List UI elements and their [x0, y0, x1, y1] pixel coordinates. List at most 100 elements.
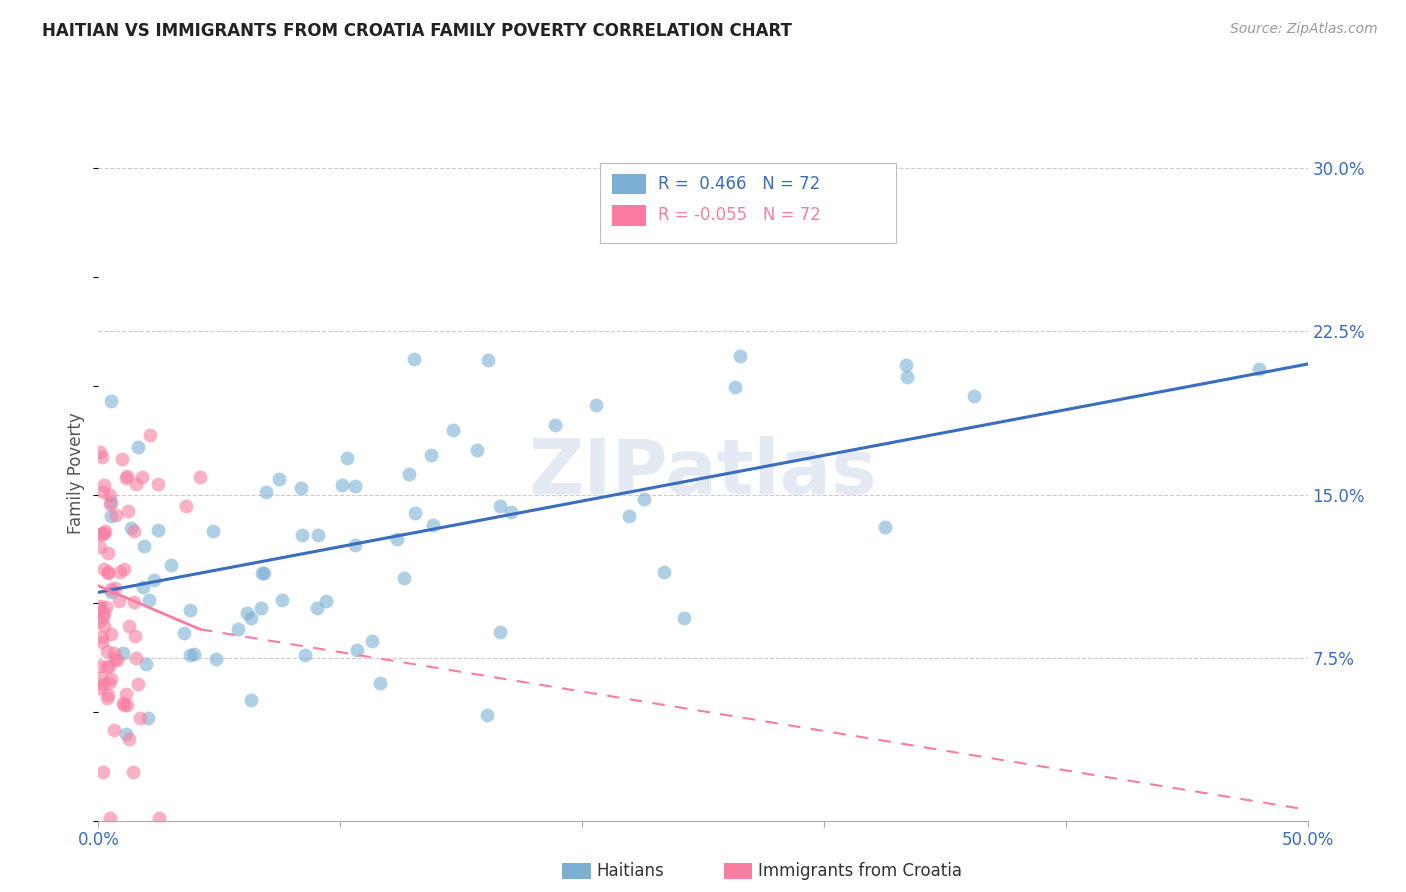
Point	[672, 611, 695, 625]
Point	[307, 601, 329, 615]
Point	[125, 477, 148, 491]
Point	[91, 484, 114, 499]
Text: Immigrants from Croatia: Immigrants from Croatia	[758, 862, 962, 880]
Point	[148, 812, 170, 826]
Point	[100, 672, 122, 686]
Point	[100, 582, 122, 597]
Point	[441, 423, 464, 437]
Point	[250, 566, 273, 580]
Text: Source: ZipAtlas.com: Source: ZipAtlas.com	[1230, 22, 1378, 37]
Point	[138, 592, 160, 607]
Point	[100, 394, 122, 409]
Point	[97, 566, 120, 581]
Point	[111, 451, 134, 466]
Point	[104, 652, 127, 666]
Point	[91, 634, 114, 648]
Point	[127, 441, 149, 455]
Point	[90, 630, 112, 644]
Point	[100, 585, 122, 599]
Point	[963, 389, 986, 403]
Point	[398, 467, 420, 481]
FancyBboxPatch shape	[600, 163, 897, 244]
Point	[89, 659, 111, 673]
Point	[131, 470, 153, 484]
Point	[159, 558, 181, 573]
Text: ZIPatlas: ZIPatlas	[529, 436, 877, 509]
Point	[392, 571, 415, 585]
Point	[148, 523, 170, 537]
Point	[120, 521, 142, 535]
Point	[94, 600, 117, 615]
Point	[132, 539, 155, 553]
Point	[267, 472, 290, 486]
Point	[544, 418, 567, 433]
Point	[89, 599, 111, 613]
Point	[112, 562, 135, 576]
Point	[253, 566, 276, 581]
Point	[105, 653, 128, 667]
Point	[873, 520, 896, 534]
Point	[724, 380, 747, 394]
Point	[489, 499, 512, 513]
Point	[294, 648, 316, 662]
Point	[89, 600, 111, 615]
Point	[97, 546, 120, 560]
Point	[114, 726, 136, 740]
Point	[93, 524, 115, 539]
Point	[228, 622, 250, 636]
Point	[89, 445, 111, 459]
Point	[330, 478, 353, 492]
Point	[93, 478, 115, 492]
Point	[96, 644, 118, 658]
Point	[118, 731, 141, 746]
Point	[100, 497, 122, 511]
Point	[343, 538, 366, 552]
Point	[142, 573, 165, 587]
Point	[290, 481, 312, 495]
Point	[90, 671, 112, 685]
Point	[103, 646, 125, 660]
Point	[420, 448, 443, 462]
Point	[108, 565, 131, 579]
Point	[93, 619, 115, 633]
FancyBboxPatch shape	[612, 174, 647, 194]
Point	[250, 600, 273, 615]
Point	[291, 528, 314, 542]
Point	[112, 696, 135, 710]
Point	[465, 442, 488, 457]
Point	[108, 594, 131, 608]
Point	[93, 606, 115, 620]
Point	[173, 626, 195, 640]
Point	[105, 508, 128, 522]
Point	[89, 526, 111, 541]
Point	[96, 659, 118, 673]
Point	[239, 610, 262, 624]
Point	[98, 812, 121, 826]
Point	[477, 353, 499, 368]
Point	[633, 492, 655, 507]
Point	[111, 646, 134, 660]
Point	[346, 642, 368, 657]
Point	[183, 648, 205, 662]
Point	[89, 540, 111, 554]
Point	[97, 688, 120, 702]
Point	[93, 525, 115, 540]
Point	[127, 676, 149, 690]
Point	[240, 692, 263, 706]
Point	[124, 651, 146, 665]
Point	[115, 687, 138, 701]
Point	[174, 499, 197, 513]
Point	[1249, 361, 1271, 376]
Point	[139, 427, 162, 442]
Point	[100, 627, 122, 641]
Point	[129, 711, 152, 725]
Point	[475, 707, 498, 722]
Point	[89, 681, 111, 695]
Point	[343, 478, 366, 492]
Point	[93, 562, 115, 576]
Point	[115, 698, 138, 713]
Point	[98, 676, 121, 690]
Point	[91, 609, 114, 624]
Point	[96, 690, 118, 705]
Point	[201, 524, 224, 538]
